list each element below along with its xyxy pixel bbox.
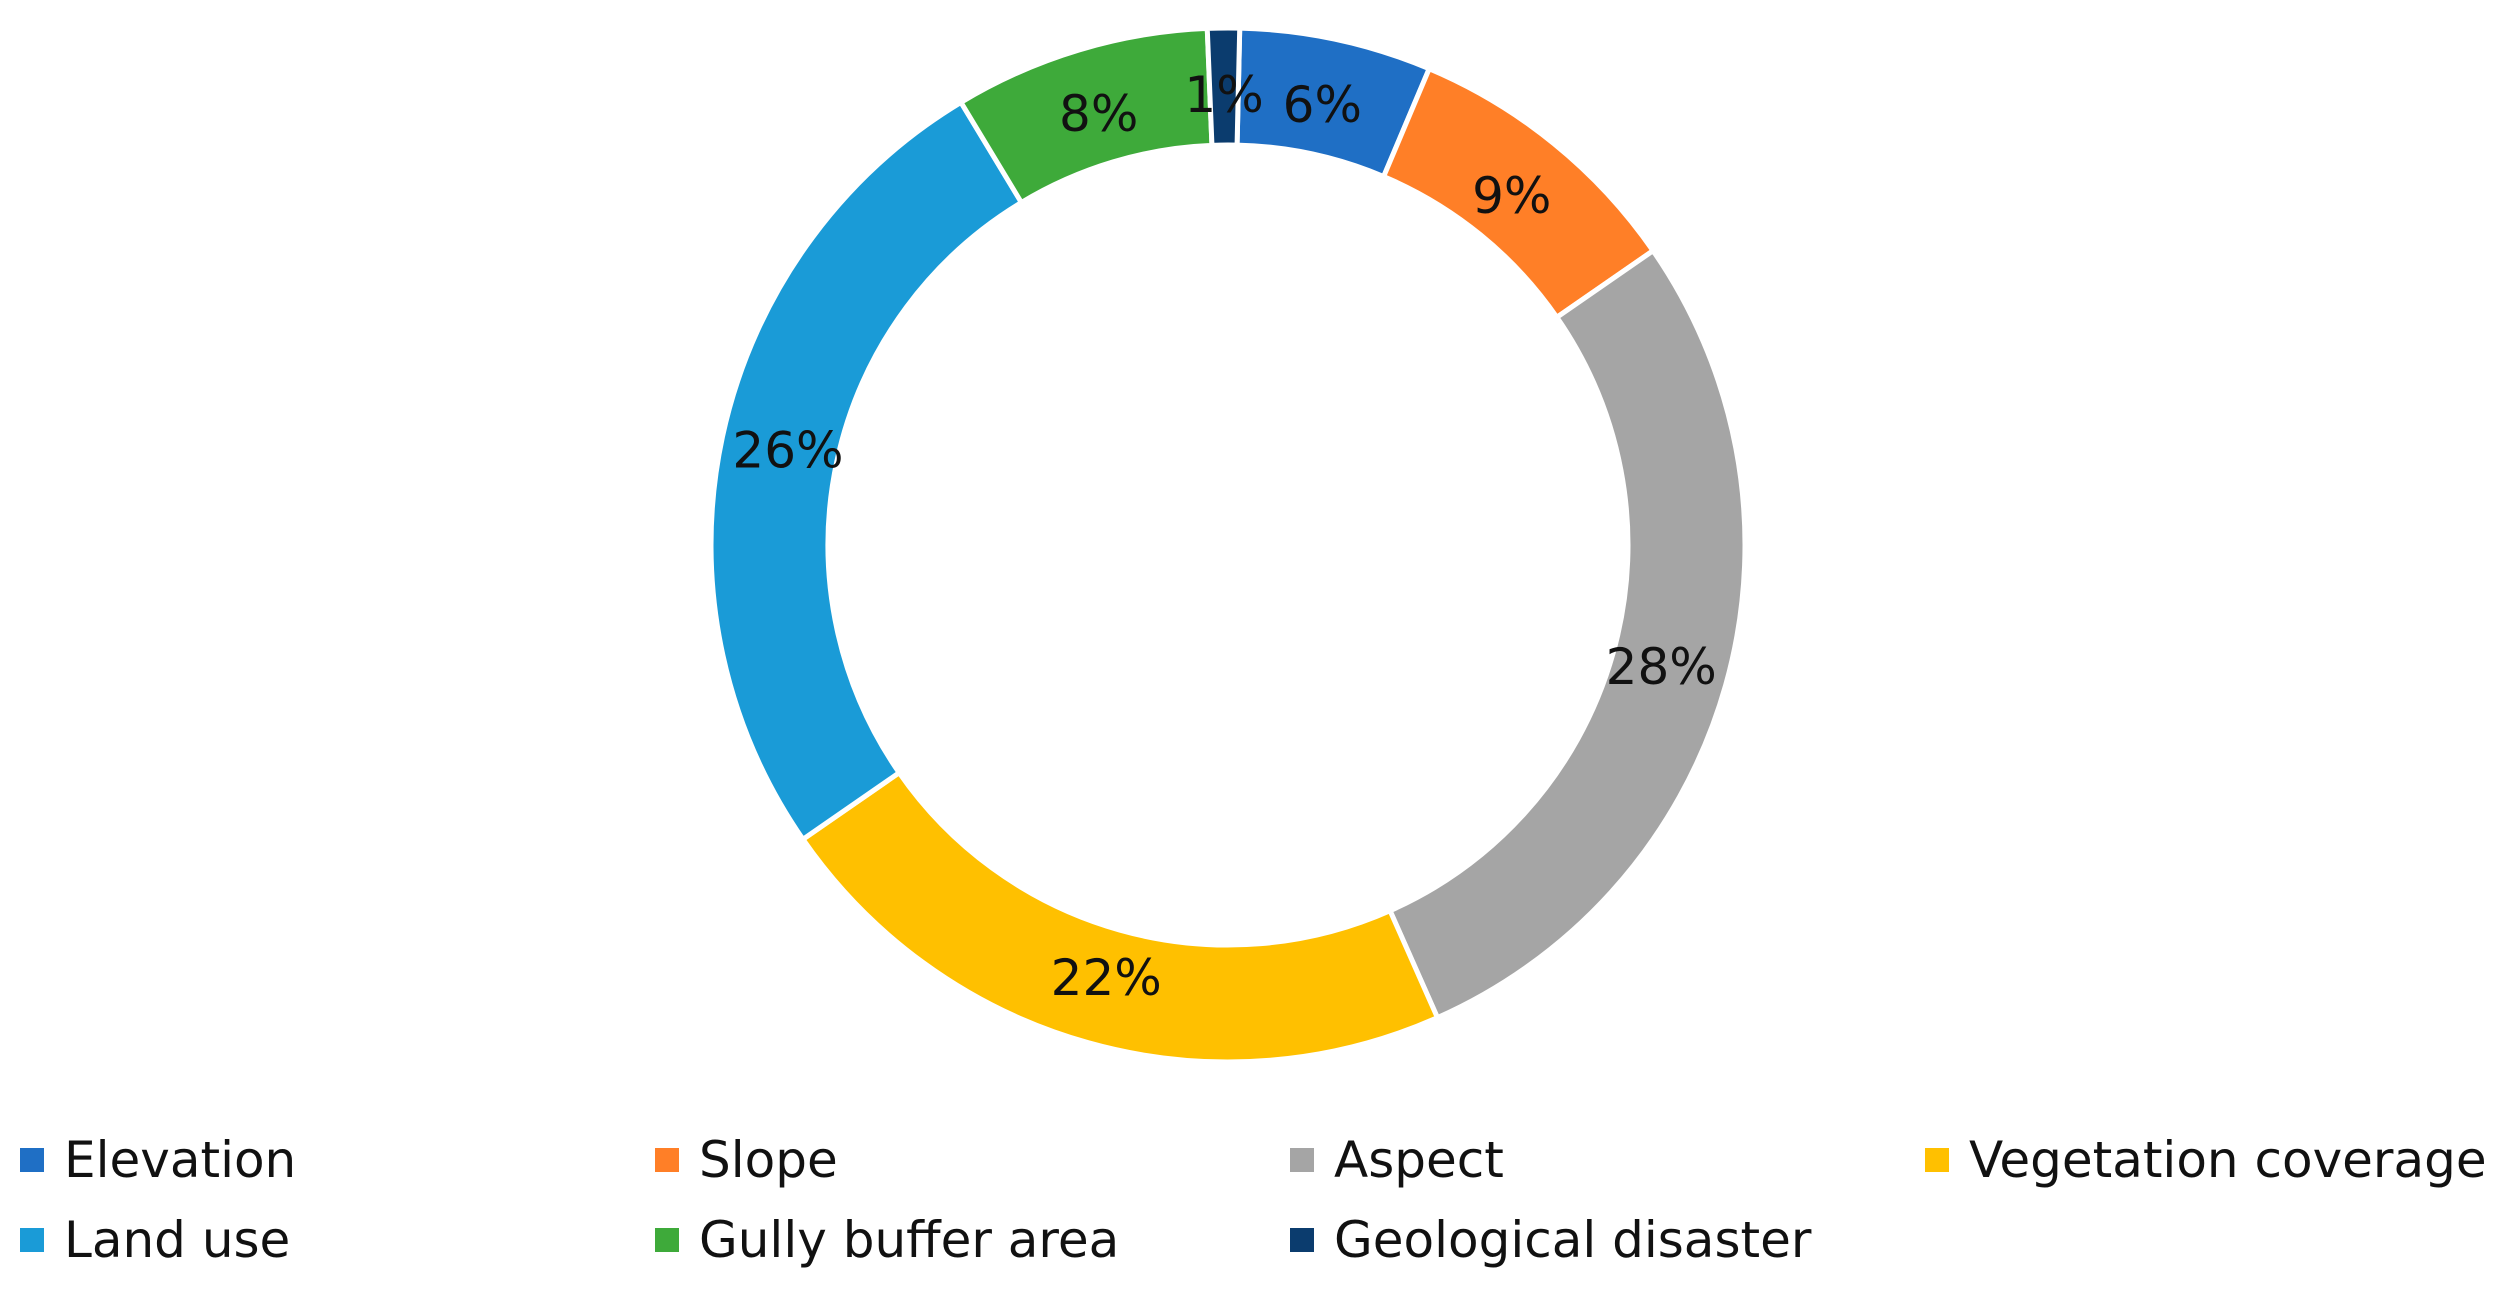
slice-label-slope: 9% bbox=[1472, 167, 1551, 225]
legend-swatch-aspect bbox=[1290, 1148, 1314, 1172]
slice-label-gully-buffer-area: 8% bbox=[1059, 85, 1138, 143]
legend-label-elevation: Elevation bbox=[64, 1131, 297, 1189]
legend-label-vegetation-coverage: Vegetation coverage bbox=[1969, 1131, 2487, 1189]
legend-item-slope: Slope bbox=[655, 1120, 1290, 1200]
slice-label-vegetation-coverage: 22% bbox=[1051, 949, 1162, 1007]
legend-swatch-vegetation-coverage bbox=[1925, 1148, 1949, 1172]
legend-item-land-use: Land use bbox=[20, 1200, 655, 1280]
legend-swatch-slope bbox=[655, 1148, 679, 1172]
slice-vegetation-coverage bbox=[799, 769, 1441, 1065]
legend-label-land-use: Land use bbox=[64, 1211, 291, 1269]
legend-label-slope: Slope bbox=[699, 1131, 838, 1189]
donut-slices bbox=[708, 25, 1748, 1065]
legend-item-vegetation-coverage: Vegetation coverage bbox=[1925, 1120, 2500, 1200]
slice-land-use bbox=[708, 98, 1025, 843]
chart-legend: Elevation Slope Aspect Vegetation covera… bbox=[20, 1120, 2500, 1290]
slice-label-aspect: 28% bbox=[1606, 638, 1717, 696]
slice-label-geological-disaster: 1% bbox=[1184, 66, 1263, 124]
slice-aspect bbox=[1386, 247, 1748, 1021]
legend-swatch-land-use bbox=[20, 1228, 44, 1252]
legend-label-geological-disaster: Geological disaster bbox=[1334, 1211, 1812, 1269]
legend-swatch-geological-disaster bbox=[1290, 1228, 1314, 1252]
legend-item-aspect: Aspect bbox=[1290, 1120, 1925, 1200]
slice-geological-disaster bbox=[1204, 25, 1243, 148]
legend-item-geological-disaster: Geological disaster bbox=[1290, 1200, 1925, 1280]
slice-label-elevation: 6% bbox=[1283, 76, 1362, 134]
legend-swatch-elevation bbox=[20, 1148, 44, 1172]
legend-swatch-gully-buffer-area bbox=[655, 1228, 679, 1252]
legend-item-elevation: Elevation bbox=[20, 1120, 655, 1200]
legend-item-gully-buffer-area: Gully buffer area bbox=[655, 1200, 1290, 1280]
slice-label-land-use: 26% bbox=[732, 422, 843, 480]
legend-label-aspect: Aspect bbox=[1334, 1131, 1504, 1189]
donut-slice-labels: 6% 9% 28% 22% 26% 8% 1% bbox=[732, 66, 1716, 1007]
legend-label-gully-buffer-area: Gully buffer area bbox=[699, 1211, 1120, 1269]
